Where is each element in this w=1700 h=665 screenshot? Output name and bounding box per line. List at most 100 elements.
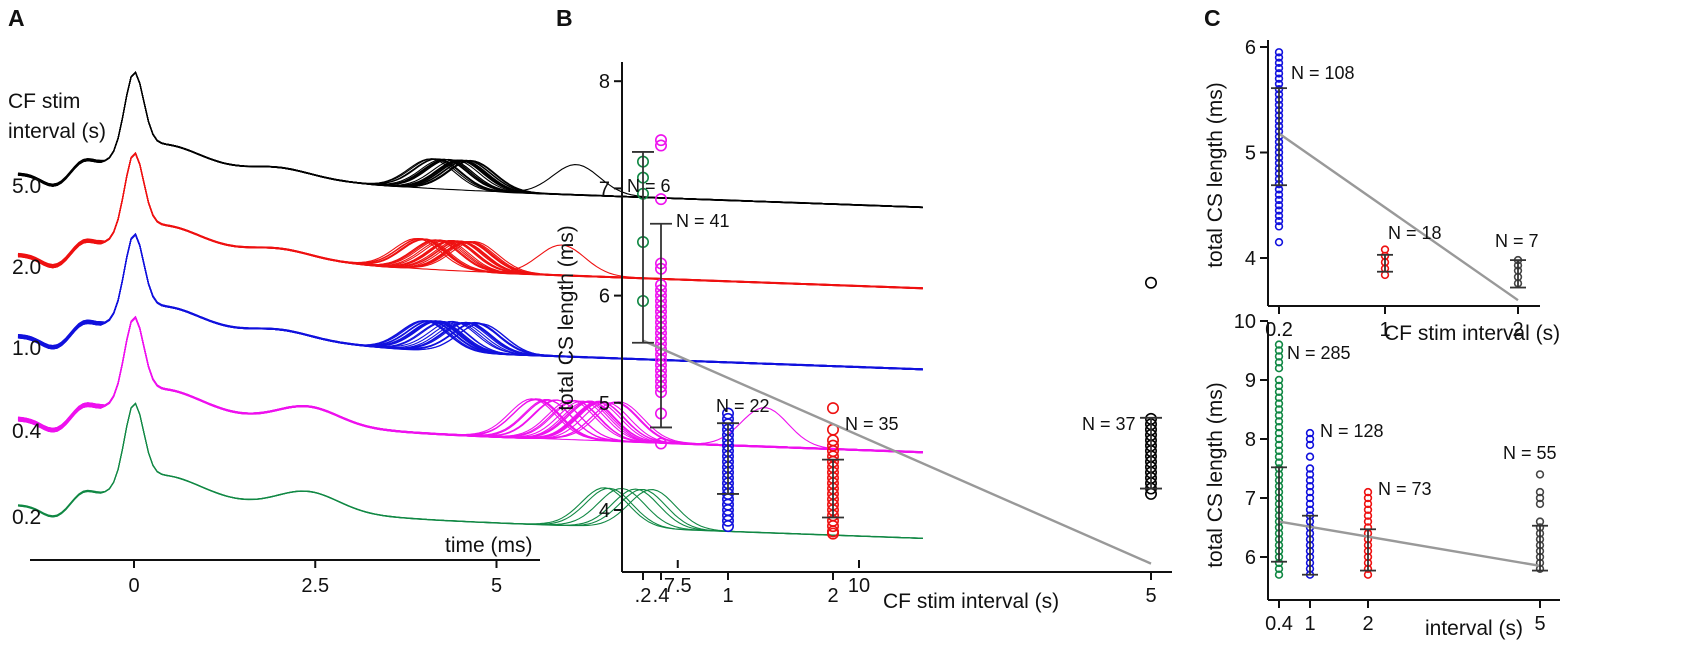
data-point <box>1535 499 1545 509</box>
data-point <box>1274 74 1284 83</box>
error-bar-2 <box>1510 259 1526 289</box>
trace-line <box>17 316 923 454</box>
panel-c: C 4 5 6 0.2 1 2 total CS length (ms) CF stim… <box>1204 5 1560 640</box>
data-point <box>654 193 667 206</box>
trace-row-0 <box>17 71 923 209</box>
data-point <box>1363 511 1373 520</box>
x-tick-label: 1 <box>1304 613 1315 635</box>
trace-line <box>17 316 923 453</box>
trace-line <box>17 316 923 453</box>
panel-c-letter: C <box>1204 5 1221 31</box>
panel-c-bottom-y-ticks: 6 7 8 9 10 <box>1234 311 1268 569</box>
data-point <box>826 520 839 533</box>
trace-line <box>17 71 923 208</box>
error-bar-4 <box>1140 416 1162 490</box>
data-point <box>1363 517 1373 526</box>
n-label: N = 35 <box>845 414 899 434</box>
data-point <box>1274 399 1284 408</box>
trace-line <box>17 71 923 208</box>
panel-b-letter: B <box>556 5 573 31</box>
panel-c-bottom-plot: N = 285 N = 128 N = 73 N = 55 <box>1271 340 1557 579</box>
error-bar-2 <box>1360 528 1376 572</box>
error-bar-0 <box>1271 466 1287 563</box>
x-tick-label: 1 <box>722 585 733 607</box>
n-label: N = 7 <box>1495 231 1539 251</box>
data-point <box>721 520 734 533</box>
trace-line <box>17 71 923 208</box>
data-point <box>1305 482 1315 491</box>
x-tick-label: 2 <box>827 585 838 607</box>
data-point <box>1274 340 1284 349</box>
n-label: N = 73 <box>1378 479 1432 499</box>
data-point <box>1305 440 1315 450</box>
error-bar-1 <box>1302 514 1318 576</box>
data-point <box>1274 405 1284 414</box>
data-point <box>1535 470 1545 479</box>
trace-line <box>17 71 923 208</box>
trace-line <box>17 71 923 208</box>
data-point <box>1274 381 1284 391</box>
trace-line <box>17 71 923 208</box>
data-point <box>1274 458 1284 467</box>
data-point <box>1274 211 1284 221</box>
trace-line <box>17 402 923 539</box>
panel-c-top-plot: N = 108 N = 18 N = 7 <box>1271 48 1539 302</box>
panel-b-y-ticks: 456789 <box>599 71 622 522</box>
row-label-2: 1.0 <box>12 337 41 360</box>
panel-a-letter: A <box>8 5 25 31</box>
data-point <box>1274 206 1284 215</box>
trace-line <box>17 71 923 209</box>
panel-b-x-ticks: .2.4 1 2 5 <box>635 572 1157 607</box>
data-point <box>1274 570 1284 579</box>
data-point <box>1274 452 1284 461</box>
trace-line <box>17 316 923 453</box>
x-tick-label: 2 <box>1512 319 1523 341</box>
trace-line <box>17 151 923 289</box>
y-tick-label: 9 <box>1245 370 1256 392</box>
panel-b-xlabel: CF stim interval (s) <box>883 590 1059 613</box>
y-tick-label: 7 <box>1245 488 1256 510</box>
panel-b-plot: N = 6N = 41 N = 22 N = 35 N = 37 <box>627 134 1162 565</box>
panel-a-xlabel: time (ms) <box>445 534 533 557</box>
panel-a-x-tick-label: 0 <box>128 575 139 597</box>
data-point <box>1305 464 1315 473</box>
data-point <box>654 139 667 152</box>
trace-line <box>17 316 923 454</box>
data-point <box>1305 476 1315 485</box>
data-point <box>1363 493 1373 503</box>
data-point <box>1274 222 1284 231</box>
trace-line <box>17 71 923 208</box>
trace-line <box>17 71 923 209</box>
x-tick-label: 0.2 <box>1265 319 1293 341</box>
data-point <box>721 514 734 527</box>
trace-line <box>17 71 923 208</box>
panel-a-x-tick-label: 2.5 <box>301 575 329 597</box>
data-point <box>1274 201 1284 210</box>
trace-row-4 <box>17 402 923 540</box>
data-point <box>1274 352 1284 361</box>
y-tick-label: 7 <box>599 178 610 200</box>
data-point <box>1363 505 1373 514</box>
y-tick-label: 8 <box>599 71 610 93</box>
x-tick-label: 2 <box>1362 613 1373 635</box>
fit-line <box>1278 132 1519 302</box>
row-label-0: 5.0 <box>12 175 41 198</box>
data-point <box>1274 53 1284 62</box>
y-tick-label: 8 <box>1245 429 1256 451</box>
data-point <box>1274 346 1284 355</box>
y-tick-label: 6 <box>599 286 610 308</box>
trace-line <box>17 152 923 289</box>
x-tick-label: .2 <box>635 585 652 607</box>
panel-c-top-xlabel: CF stim interval (s) <box>1384 322 1560 345</box>
data-point <box>1305 499 1315 509</box>
n-label: N = 22 <box>716 396 770 416</box>
data-point <box>1274 387 1284 396</box>
data-point <box>1305 487 1315 497</box>
trace-line <box>17 71 923 208</box>
panel-a-x-tick-label: 10 <box>848 575 870 597</box>
data-point <box>1535 493 1545 503</box>
trace-line <box>17 316 923 454</box>
data-point <box>1305 505 1315 514</box>
data-point <box>1274 423 1284 432</box>
row-label-3: 0.4 <box>12 420 42 443</box>
